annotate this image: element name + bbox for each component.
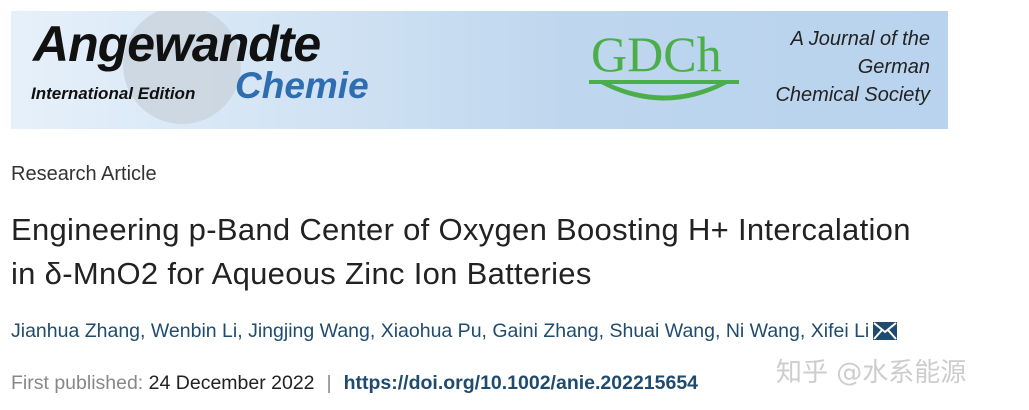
banner-circle-decoration <box>123 11 241 124</box>
author-list: Jianhua Zhang, Wenbin Li, Jingjing Wang,… <box>11 320 898 343</box>
edition-label: International Edition <box>31 84 196 103</box>
published-label: First published: <box>11 372 144 394</box>
author-link[interactable]: Gaini Zhang <box>492 320 599 342</box>
author-link[interactable]: Ni Wang <box>725 320 800 342</box>
published-date: 24 December 2022 <box>148 372 315 394</box>
watermark: 知乎 @水系能源 <box>776 358 967 388</box>
gdch-logo-arc <box>589 80 739 101</box>
society-tagline: A Journal of the German Chemical Society <box>775 25 930 109</box>
publication-info: First published: 24 December 2022 | https:… <box>11 372 698 395</box>
tagline-line: Chemical Society <box>775 84 930 106</box>
article-title: Engineering p-Band Center of Oxygen Boos… <box>11 208 1029 296</box>
gdch-logo: GDCh <box>591 26 722 82</box>
author-link[interactable]: Wenbin Li <box>150 320 238 342</box>
separator: | <box>326 372 332 394</box>
journal-banner: Angewandte International Edition Chemie … <box>11 11 948 129</box>
author-link[interactable]: Xiaohua Pu <box>380 320 482 342</box>
author-link[interactable]: Jianhua Zhang <box>11 320 141 342</box>
author-link[interactable]: Xifei Li <box>810 320 870 342</box>
article-type: Research Article <box>11 163 157 185</box>
journal-name-angewandte: Angewandte <box>33 16 321 72</box>
author-link[interactable]: Shuai Wang <box>609 320 715 342</box>
doi-link[interactable]: https://doi.org/10.1002/anie.202215654 <box>343 372 699 394</box>
author-link[interactable]: Jingjing Wang <box>248 320 370 342</box>
envelope-icon[interactable] <box>873 322 898 340</box>
tagline-line: German <box>857 56 930 78</box>
tagline-line: A Journal of the <box>790 28 930 50</box>
title-line: in δ-MnO2 for Aqueous Zinc Ion Batteries <box>11 256 592 291</box>
title-line: Engineering p-Band Center of Oxygen Boos… <box>11 212 911 247</box>
journal-name-chemie: Chemie <box>235 65 369 106</box>
